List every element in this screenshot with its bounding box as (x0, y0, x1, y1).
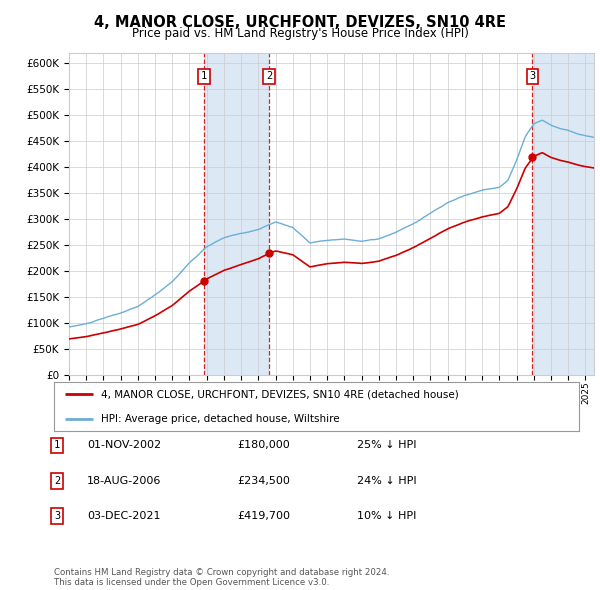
Text: Contains HM Land Registry data © Crown copyright and database right 2024.
This d: Contains HM Land Registry data © Crown c… (54, 568, 389, 587)
Text: 1: 1 (54, 441, 60, 450)
Text: 2: 2 (266, 71, 272, 81)
Text: HPI: Average price, detached house, Wiltshire: HPI: Average price, detached house, Wilt… (101, 414, 340, 424)
Text: 1: 1 (201, 71, 207, 81)
Text: Price paid vs. HM Land Registry's House Price Index (HPI): Price paid vs. HM Land Registry's House … (131, 27, 469, 40)
Text: 01-NOV-2002: 01-NOV-2002 (87, 441, 161, 450)
Text: £419,700: £419,700 (237, 512, 290, 521)
Text: 2: 2 (54, 476, 60, 486)
Text: 25% ↓ HPI: 25% ↓ HPI (357, 441, 416, 450)
Text: 18-AUG-2006: 18-AUG-2006 (87, 476, 161, 486)
Text: £234,500: £234,500 (237, 476, 290, 486)
Text: 4, MANOR CLOSE, URCHFONT, DEVIZES, SN10 4RE (detached house): 4, MANOR CLOSE, URCHFONT, DEVIZES, SN10 … (101, 389, 459, 399)
Bar (532, 53, 594, 375)
Text: 3: 3 (54, 512, 60, 521)
Text: 24% ↓ HPI: 24% ↓ HPI (357, 476, 416, 486)
Bar (204, 53, 269, 375)
Text: 03-DEC-2021: 03-DEC-2021 (87, 512, 161, 521)
Text: £180,000: £180,000 (237, 441, 290, 450)
Text: 3: 3 (529, 71, 536, 81)
Text: 4, MANOR CLOSE, URCHFONT, DEVIZES, SN10 4RE: 4, MANOR CLOSE, URCHFONT, DEVIZES, SN10 … (94, 15, 506, 30)
Text: 10% ↓ HPI: 10% ↓ HPI (357, 512, 416, 521)
